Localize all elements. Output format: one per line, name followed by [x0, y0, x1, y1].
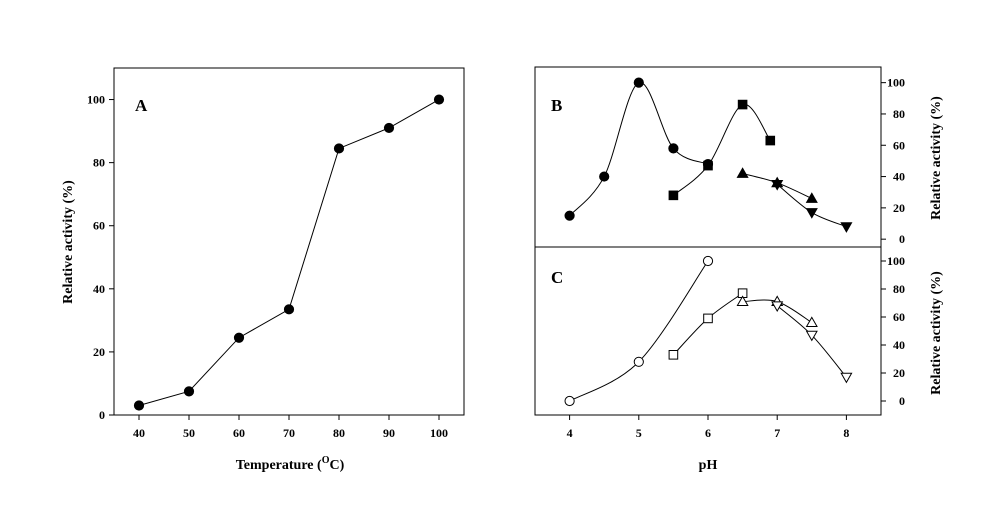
panel-c-ytick-label: 0	[899, 394, 905, 408]
panel-a-series-1-point	[134, 401, 143, 410]
panel-c-series-2-line	[673, 293, 742, 355]
panel-b-series-2-point	[766, 136, 775, 145]
panel-b-series-3-point	[807, 193, 817, 202]
panel-b-series-2-line	[673, 104, 770, 195]
panel-c-ticks: 0 20 40 60 80 100 4 5 6 7 8	[567, 254, 905, 440]
panel-b-series-1-point	[669, 144, 678, 153]
panel-c-xtick-label: 7	[774, 426, 780, 440]
panel-c-ytick-label: 80	[893, 282, 905, 296]
panel-a-ytick-label: 80	[93, 156, 105, 170]
figure: A 020406080100405060708090100 Relative a…	[0, 0, 1000, 513]
panel-b-ytick-label: 60	[893, 138, 905, 152]
panel-b-ytick-label: 40	[893, 170, 905, 184]
panel-c-xtick-label: 5	[636, 426, 642, 440]
panel-c-letter: C	[551, 268, 563, 287]
panel-b-ylabel: Relative activity (%)	[929, 96, 944, 220]
panel-b: B 0 20 40 60 80 100 Relative activity (%)	[535, 67, 944, 247]
panel-b-series-2-point	[738, 100, 747, 109]
panel-c-frame	[535, 247, 881, 415]
panel-a-ytick-label: 20	[93, 345, 105, 359]
panel-c-series-1-point	[565, 396, 574, 405]
panel-c-series	[565, 256, 852, 405]
panel-c-xtick-label: 6	[705, 426, 711, 440]
panel-c-series-2-point	[669, 351, 678, 360]
panel-b-series-1-line	[570, 82, 708, 215]
panel-c-xlabel: pH	[699, 458, 718, 473]
panel-c-xtick-label: 8	[843, 426, 849, 440]
panel-a-series-1-point	[234, 333, 243, 342]
panel-b-series-2-point	[704, 161, 713, 170]
panel-c-ytick-label: 100	[887, 254, 905, 268]
panel-b-series-1-point	[600, 172, 609, 181]
panel-b-letter: B	[551, 96, 562, 115]
panel-a-ticks: 0 20 40 60 80 100 40 50 60 70 80 90 100	[87, 93, 448, 440]
panel-b-ytick-label: 100	[887, 76, 905, 90]
panel-a-xtick-label: 40	[133, 426, 145, 440]
panel-c-series-2-point	[704, 314, 713, 323]
panel-a-xlabel: Temperature (OC)	[236, 455, 345, 473]
panel-b-ytick-label: 80	[893, 107, 905, 121]
panel-a-xtick-label: 60	[233, 426, 245, 440]
panel-c-series-1-point	[634, 357, 643, 366]
panel-a-xtick-label: 80	[333, 426, 345, 440]
panel-a-ytick-label: 0	[99, 408, 105, 422]
panel-c-series-4-point	[841, 373, 851, 382]
panel-b-series-3-point	[737, 168, 747, 177]
panel-b-ytick-label: 20	[893, 201, 905, 215]
panel-b-series-4-point	[841, 223, 851, 232]
panel-b-series-4-line	[777, 184, 846, 226]
panel-c-ytick-label: 60	[893, 310, 905, 324]
panel-a-series	[134, 95, 443, 410]
panel-a-series-1-point	[384, 123, 393, 132]
panel-c-ylabel: Relative activity (%)	[929, 271, 944, 395]
panel-a-xtick-label: 70	[283, 426, 295, 440]
panel-a-series-1-point	[334, 144, 343, 153]
panel-a-series-1-line	[139, 100, 439, 406]
panel-c-series-4-point	[772, 302, 782, 311]
panel-b-series-1-point	[634, 78, 643, 87]
panel-a: A 0 20 40 60 80 100 40 50 60 70 80 90 100 Relative a…	[61, 68, 464, 473]
panel-c-xtick-label: 4	[567, 426, 573, 440]
panel-b-series	[565, 78, 852, 232]
panel-a-ytick-label: 60	[93, 219, 105, 233]
panel-c-ytick-label: 40	[893, 338, 905, 352]
panel-b-series-2-point	[669, 191, 678, 200]
panel-b-series-4-point	[807, 209, 817, 218]
panel-a-ylabel: Relative activity (%)	[61, 180, 76, 304]
panel-c-series-1-point	[703, 256, 712, 265]
panel-a-series-1-point	[184, 387, 193, 396]
panel-a-series-1-point	[434, 95, 443, 104]
panel-a-ytick-label: 40	[93, 282, 105, 296]
panel-a-frame	[114, 68, 464, 415]
panel-a-xtick-label: 100	[430, 426, 448, 440]
panel-a-series-1-point	[284, 305, 293, 314]
panel-a-letter: A	[135, 96, 148, 115]
panel-c: C 0 20 40 60 80 100 4 5 6 7 8 Relative activity (%…	[535, 247, 944, 473]
panel-c-ytick-label: 20	[893, 366, 905, 380]
panel-b-ytick-label: 0	[899, 232, 905, 246]
panel-b-series-1-point	[565, 211, 574, 220]
panel-a-ytick-label: 100	[87, 93, 105, 107]
panel-b-ticks: 0 20 40 60 80 100	[881, 76, 905, 247]
panel-a-xtick-label: 90	[383, 426, 395, 440]
panel-c-series-3-point	[807, 317, 817, 326]
panel-c-series-1-line	[570, 261, 708, 401]
panel-a-xtick-label: 50	[183, 426, 195, 440]
